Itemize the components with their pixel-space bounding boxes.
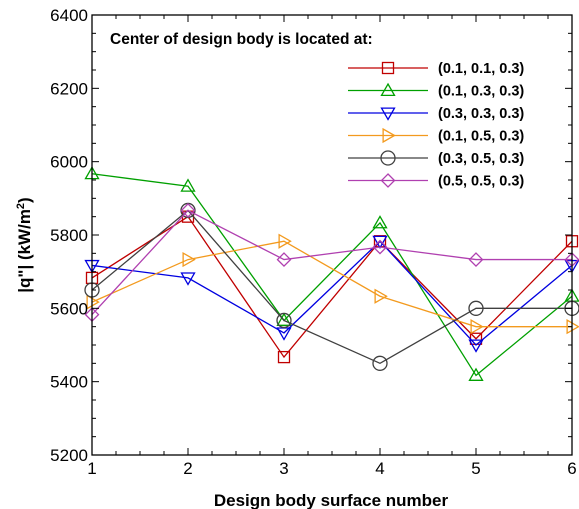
legend-entry: (0.1, 0.3, 0.3): [348, 82, 524, 100]
y-axis-title-main: |q"| (kW/m: [15, 209, 34, 293]
legend-label: (0.3, 0.5, 0.3): [438, 151, 524, 167]
data-point: [278, 233, 292, 249]
data-point: [468, 339, 484, 353]
series-6: [84, 203, 579, 322]
y-tick-label: 5200: [50, 446, 88, 465]
legend-entry: (0.3, 0.5, 0.3): [348, 150, 524, 167]
x-tick-label: 6: [567, 459, 576, 478]
y-tick-label: 6000: [50, 153, 88, 172]
legend-entry: (0.3, 0.3, 0.3): [348, 106, 524, 122]
data-point: [374, 288, 388, 304]
plot-frame: [91, 14, 573, 456]
legend-marker: [380, 82, 396, 97]
x-tick-label: 4: [375, 459, 384, 478]
legend-label: (0.1, 0.1, 0.3): [438, 61, 524, 77]
data-point: [277, 350, 291, 364]
data-point: [180, 203, 196, 218]
axes: 1 2 3 4 5 6 5200 5400 5600 5800 6000 6200 6400: [50, 6, 577, 478]
y-tick-label: 5400: [50, 373, 88, 392]
data-point: [372, 215, 388, 229]
x-tick-label: 1: [87, 459, 96, 478]
legend-marker: [380, 150, 396, 166]
data-point: [372, 355, 388, 371]
legend-entry: (0.1, 0.1, 0.3): [348, 61, 524, 77]
y-tick-label: 5600: [50, 299, 88, 318]
series-2: [84, 165, 579, 381]
y-tick-label: 5800: [50, 226, 88, 245]
data-point: [276, 252, 292, 267]
data-point: [180, 272, 196, 286]
data-point: [468, 300, 484, 316]
data-point: [180, 178, 196, 192]
y-tick-label: 6200: [50, 79, 88, 98]
legend-title: Center of design body is located at:: [110, 31, 373, 48]
plot-area: [84, 165, 579, 381]
y-tick-label: 6400: [50, 6, 88, 25]
legend-marker: [382, 127, 396, 144]
legend-marker: [380, 173, 396, 188]
y-axis-title-superscript: 2: [15, 203, 27, 209]
series-line: [91, 240, 573, 346]
legend-label: (0.1, 0.5, 0.3): [438, 129, 524, 145]
data-point: [86, 294, 100, 310]
x-tick-label: 3: [279, 459, 288, 478]
series-line: [91, 209, 572, 365]
x-tick-label: 2: [183, 459, 192, 478]
data-point: [566, 319, 579, 335]
legend-entry: (0.5, 0.5, 0.3): [348, 173, 524, 190]
legend-entry: (0.1, 0.5, 0.3): [348, 127, 524, 145]
legend-marker: [381, 61, 395, 75]
legend-marker: [380, 107, 396, 121]
data-point: [470, 319, 484, 335]
legend-label: (0.5, 0.5, 0.3): [438, 174, 524, 190]
series-line: [91, 209, 572, 316]
data-point: [276, 312, 292, 329]
legend-label: (0.1, 0.3, 0.3): [438, 84, 524, 100]
legend-label: (0.3, 0.3, 0.3): [438, 106, 524, 122]
x-tick-label: 5: [471, 459, 480, 478]
data-point: [372, 239, 388, 255]
data-point: [182, 251, 196, 268]
legend: (0.1, 0.1, 0.3) (0.1, 0.3, 0.3) (0.3, 0.3,…: [348, 61, 524, 190]
y-axis-title: |q"| (kW/m2): [15, 197, 34, 292]
series-4: [86, 233, 579, 335]
data-point: [372, 235, 388, 250]
data-point: [468, 252, 484, 267]
data-point: [468, 367, 484, 381]
series-line: [91, 173, 573, 377]
data-point: [276, 312, 292, 326]
series-line: [91, 240, 572, 328]
x-axis-title: Design body surface number: [214, 491, 449, 509]
y-axis-title-close: ): [15, 197, 34, 203]
